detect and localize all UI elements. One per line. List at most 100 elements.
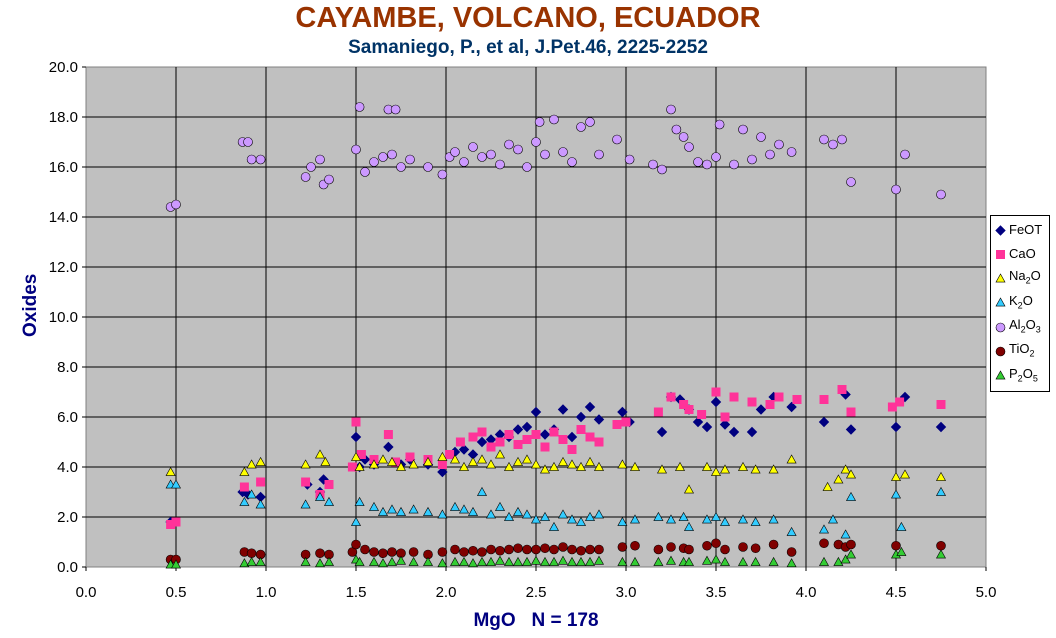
- data-point-k2o: [629, 514, 641, 524]
- legend-marker-feot: [995, 224, 1006, 236]
- data-point-k2o: [386, 504, 398, 514]
- data-point-p2o5: [422, 556, 434, 566]
- data-point-p2o5: [494, 555, 506, 565]
- data-point-feot: [719, 419, 731, 430]
- data-point-cao: [887, 402, 897, 412]
- data-point-al2o3: [624, 154, 635, 165]
- data-point-al2o3: [495, 159, 505, 170]
- data-point-k2o: [593, 509, 605, 519]
- data-point-al2o3: [315, 154, 325, 165]
- data-point-al2o3: [846, 177, 856, 187]
- data-point-tio2: [702, 540, 712, 551]
- data-point-na2o: [354, 461, 365, 471]
- data-point-cao: [171, 517, 181, 527]
- data-point-na2o: [768, 464, 779, 474]
- legend-entry-na2o: Na2O: [995, 268, 1041, 289]
- x-tick-label: 4.0: [796, 584, 817, 601]
- data-point-cao: [495, 437, 505, 447]
- data-point-k2o: [503, 511, 515, 521]
- data-point-al2o3: [666, 104, 676, 115]
- data-point-tio2: [531, 544, 541, 555]
- data-point-p2o5: [629, 556, 641, 566]
- data-point-al2o3: [243, 137, 253, 147]
- data-point-feot: [818, 416, 830, 428]
- data-point-tio2: [819, 538, 829, 549]
- chart-title: CAYAMBE, VOLCANO, ECUADOR: [295, 2, 761, 34]
- data-point-tio2: [522, 544, 532, 555]
- data-point-al2o3: [387, 149, 397, 160]
- data-point-p2o5: [683, 556, 695, 566]
- data-point-cao: [239, 482, 249, 492]
- data-point-tio2: [617, 542, 628, 552]
- data-point-k2o: [845, 491, 857, 501]
- data-point-cao: [792, 395, 802, 404]
- data-point-cao: [445, 450, 455, 459]
- series-na2o: [165, 449, 947, 494]
- data-point-al2o3: [756, 132, 766, 142]
- data-point-k2o: [521, 509, 533, 519]
- legend-entry-tio2: TiO2: [995, 341, 1034, 362]
- legend-label-al2o3: Al2O3: [1009, 316, 1041, 335]
- data-point-cao: [455, 437, 465, 447]
- data-point-al2o3: [837, 134, 847, 145]
- data-point-feot: [350, 431, 362, 443]
- data-point-cao: [486, 442, 496, 452]
- data-point-k2o: [458, 504, 470, 514]
- data-point-na2o: [786, 454, 797, 464]
- x-tick-label: 3.5: [706, 584, 727, 601]
- legend-entry-p2o5: P2O5: [995, 366, 1038, 386]
- data-point-tio2: [786, 547, 797, 557]
- data-point-k2o: [768, 514, 779, 524]
- data-point-p2o5: [750, 556, 761, 566]
- data-point-k2o: [935, 486, 947, 496]
- data-point-al2o3: [171, 199, 181, 210]
- data-point-feot: [845, 424, 857, 435]
- data-point-al2o3: [522, 162, 532, 172]
- data-point-k2o: [818, 524, 830, 534]
- data-point-na2o: [629, 461, 641, 471]
- data-point-k2o: [617, 516, 628, 526]
- data-point-cao: [513, 440, 523, 449]
- data-point-k2o: [737, 514, 749, 524]
- data-point-al2o3: [678, 132, 689, 142]
- data-point-na2o: [617, 459, 628, 469]
- data-point-al2o3: [900, 149, 910, 160]
- data-point-feot: [530, 406, 542, 418]
- x-tick-label: 1.5: [346, 584, 367, 601]
- legend-entry-feot: FeOT: [995, 220, 1042, 240]
- data-point-p2o5: [935, 549, 947, 559]
- data-point-cao: [774, 392, 784, 402]
- data-point-al2o3: [684, 142, 694, 152]
- data-point-p2o5: [368, 556, 380, 566]
- data-point-p2o5: [467, 558, 479, 568]
- data-point-al2o3: [255, 154, 266, 165]
- data-point-k2o: [467, 506, 479, 516]
- data-point-na2o: [750, 464, 761, 474]
- series-al2o3: [165, 102, 946, 212]
- legend-marker-k2o: [995, 297, 1006, 307]
- data-point-cao: [846, 407, 856, 417]
- data-point-al2o3: [534, 117, 545, 127]
- data-point-cao: [612, 420, 622, 429]
- data-point-p2o5: [701, 555, 713, 565]
- x-tick-label: 4.5: [886, 584, 907, 601]
- data-point-cao: [729, 392, 739, 402]
- data-point-na2o: [314, 449, 326, 459]
- data-point-k2o: [678, 511, 689, 521]
- data-point-k2o: [314, 491, 326, 501]
- data-point-na2o: [503, 461, 515, 471]
- data-point-na2o: [476, 454, 488, 464]
- data-point-k2o: [530, 514, 542, 524]
- data-point-cao: [437, 460, 447, 469]
- data-point-na2o: [512, 456, 524, 466]
- data-point-al2o3: [360, 167, 370, 177]
- data-point-feot: [521, 421, 533, 433]
- data-point-al2o3: [405, 154, 415, 165]
- data-point-al2o3: [828, 139, 838, 150]
- data-point-al2o3: [396, 162, 406, 172]
- data-point-cao: [837, 385, 847, 394]
- data-point-cao: [383, 430, 393, 439]
- data-point-p2o5: [476, 556, 488, 566]
- data-point-cao: [324, 480, 334, 489]
- data-point-p2o5: [458, 556, 470, 566]
